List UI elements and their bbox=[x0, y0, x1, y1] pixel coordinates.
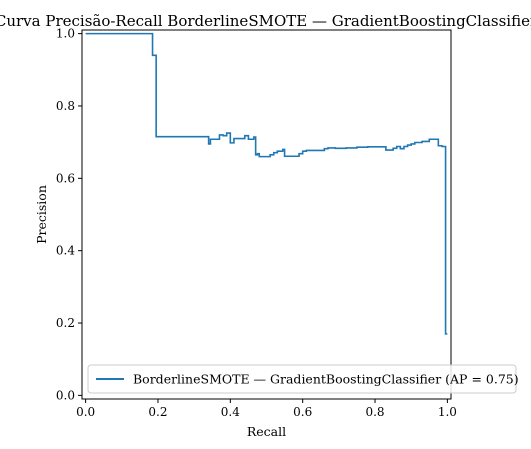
y-tick-label: 1.0 bbox=[56, 27, 75, 41]
x-axis-ticks: 0.0 0.2 0.4 0.6 0.8 1.0 bbox=[76, 399, 457, 419]
plot-area: 0.0 0.2 0.4 0.6 0.8 1.0 0.0 0.2 0.4 0.6 0.8 1.0 bbox=[56, 27, 457, 419]
legend: BorderlineSMOTE — GradientBoostingClassi… bbox=[87, 364, 519, 394]
y-axis-label: Precision bbox=[34, 185, 49, 244]
series-layer bbox=[85, 32, 448, 335]
legend-label: BorderlineSMOTE — GradientBoostingClassi… bbox=[133, 372, 519, 387]
x-axis-label: Recall bbox=[247, 424, 286, 439]
y-tick-label: 0.2 bbox=[56, 316, 75, 330]
x-tick-label: 0.2 bbox=[148, 405, 167, 419]
x-tick-label: 0.8 bbox=[365, 405, 384, 419]
y-tick-label: 0.0 bbox=[56, 388, 75, 402]
axes-frame bbox=[81, 29, 452, 400]
y-tick-label: 0.6 bbox=[56, 171, 75, 185]
x-tick-label: 0.6 bbox=[293, 405, 312, 419]
pr-curve-series-line bbox=[85, 32, 448, 335]
legend-box bbox=[87, 364, 517, 394]
x-tick-label: 1.0 bbox=[438, 405, 457, 419]
x-tick-label: 0.0 bbox=[76, 405, 95, 419]
y-axis-ticks: 0.0 0.2 0.4 0.6 0.8 1.0 bbox=[56, 27, 82, 402]
y-tick-label: 0.8 bbox=[56, 99, 75, 113]
chart-title: Curva Precisão-Recall BorderlineSMOTE — … bbox=[0, 12, 531, 30]
x-tick-label: 0.4 bbox=[221, 405, 240, 419]
y-tick-label: 0.4 bbox=[56, 244, 75, 258]
